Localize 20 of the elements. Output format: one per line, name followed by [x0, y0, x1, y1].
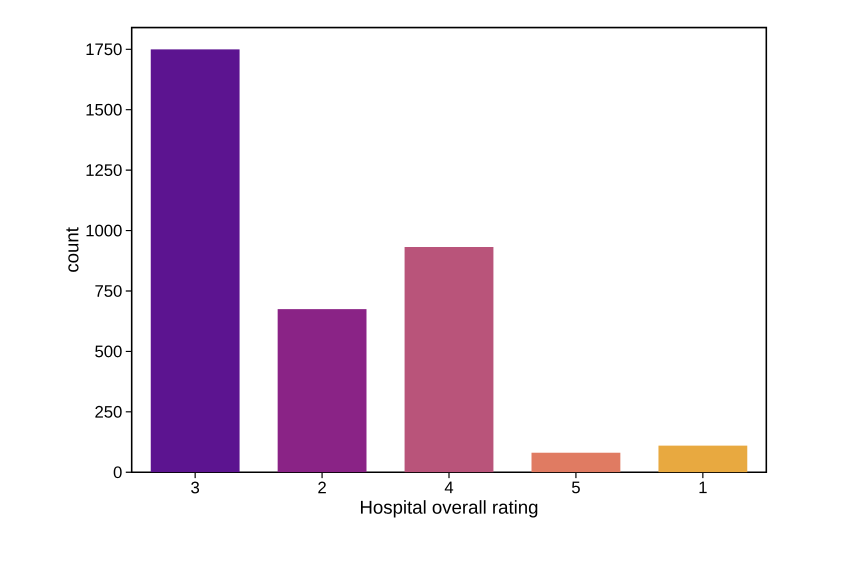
x-tick-label: 2 [318, 482, 326, 494]
x-tick-label: 4 [444, 482, 454, 494]
x-axis-title: Hospital overall rating [360, 500, 538, 518]
y-axis-title: count [66, 227, 79, 272]
y-tick-label: 0 [114, 466, 122, 478]
y-tick-label: 250 [95, 406, 122, 418]
x-tick-label: 1 [699, 482, 707, 494]
y-tick-label: 1250 [86, 164, 122, 176]
x-tick-label: 5 [572, 482, 580, 494]
y-tick-label: 500 [95, 346, 122, 358]
bar [532, 452, 620, 472]
y-tick-label: 750 [95, 285, 122, 298]
x-tick-label: 3 [191, 482, 200, 494]
bar [658, 446, 748, 472]
y-tick-label: 1000 [86, 224, 122, 237]
bar [278, 309, 366, 472]
y-tick-label: 1500 [86, 104, 122, 116]
bar [404, 247, 494, 472]
bar [150, 49, 240, 472]
y-tick-label: 1750 [86, 44, 122, 56]
